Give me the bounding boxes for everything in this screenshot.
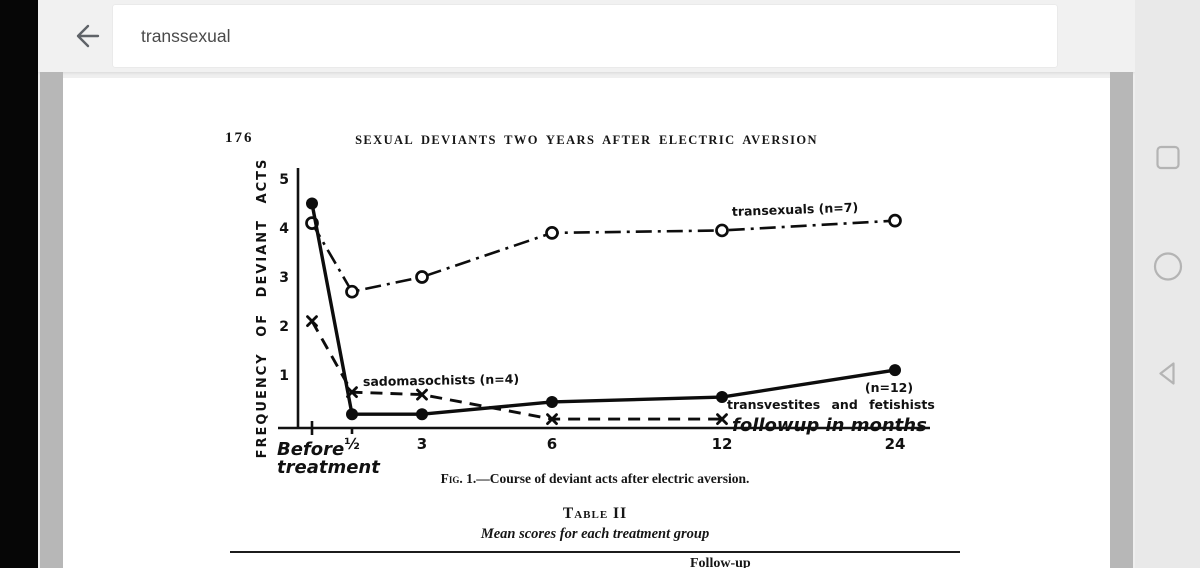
page-edge-shadow-right: [1110, 72, 1133, 568]
x-tick-label: 3: [417, 435, 427, 453]
marker-sadomasochists: [546, 413, 558, 426]
y-tick-label: 1: [279, 368, 289, 384]
nav-recents-button[interactable]: [1154, 144, 1181, 171]
table-partial-header: Follow-up: [690, 556, 751, 568]
x-tick-label: ½: [344, 435, 360, 453]
nav-back-button[interactable]: [1153, 359, 1182, 388]
home-circle-icon: [1153, 252, 1182, 281]
marker-transsexuals: [545, 226, 559, 240]
marker-transvestites-fetishists: [889, 364, 901, 377]
android-nav-bar: [1135, 0, 1200, 568]
recents-square-icon: [1155, 145, 1180, 170]
x-axis-label: followup in months: [732, 415, 927, 436]
x-tick-label: 24: [885, 435, 906, 453]
label-transvestites-n: (n=12): [865, 380, 913, 395]
figure-caption-prefix: Fig. 1.: [440, 471, 477, 486]
marker-sadomasochists: [306, 315, 318, 328]
series-line-transvestites-fetishists: [310, 203, 896, 416]
back-arrow-icon: [76, 24, 100, 48]
y-tick-label: 5: [279, 172, 289, 188]
label-sadomasochists: sadomasochists (n=4): [363, 371, 519, 389]
y-tick-label: 4: [279, 221, 289, 237]
table-title: Table II: [562, 505, 628, 522]
marker-transsexuals: [345, 284, 359, 299]
figure-caption-text: —Course of deviant acts after electric a…: [476, 471, 750, 486]
label-before-line2: treatment: [277, 457, 381, 478]
x-tick-label: 6: [547, 435, 557, 453]
running-head: SEXUAL DEVIANTS TWO YEARS AFTER ELECTRIC…: [355, 133, 818, 147]
table-subtitle: Mean scores for each treatment group: [480, 526, 710, 542]
table-top-rule: [230, 551, 960, 553]
x-tick-label: 12: [712, 435, 733, 453]
nav-home-button[interactable]: [1152, 251, 1183, 282]
label-transsexuals: transexuals (n=7): [732, 200, 859, 219]
search-box[interactable]: [113, 5, 1057, 67]
marker-transvestites-fetishists: [546, 395, 558, 408]
marker-transvestites-fetishists: [416, 408, 428, 421]
back-triangle-icon: [1158, 362, 1175, 385]
label-transvestites: transvestites and fetishists: [727, 397, 935, 412]
y-tick-label: 3: [279, 270, 289, 286]
marker-transvestites-fetishists: [716, 391, 728, 404]
document-page: 176 SEXUAL DEVIANTS TWO YEARS AFTER ELEC…: [63, 78, 1110, 568]
marker-transsexuals: [715, 223, 729, 238]
back-button[interactable]: [66, 17, 104, 55]
series-line-transsexuals: [310, 219, 896, 294]
figure-caption: Fig. 1.—Course of deviant acts after ele…: [230, 471, 960, 487]
search-toolbar: [38, 0, 1135, 72]
page-number: 176: [225, 130, 254, 146]
y-tick-label: 2: [279, 319, 289, 335]
search-input[interactable]: [113, 25, 1057, 47]
marker-transsexuals: [888, 213, 902, 228]
marker-sadomasochists: [416, 388, 428, 401]
marker-sadomasochists: [716, 413, 728, 426]
page-edge-shadow-left: [40, 72, 63, 568]
marker-transsexuals: [415, 270, 429, 284]
label-before-line1: Before: [277, 439, 344, 460]
marker-transvestites-fetishists: [306, 197, 318, 210]
marker-transvestites-fetishists: [346, 408, 358, 421]
y-axis-label: FREQUENCY OF DEVIANT ACTS: [255, 160, 270, 458]
screen-left-black-edge: [0, 0, 38, 568]
